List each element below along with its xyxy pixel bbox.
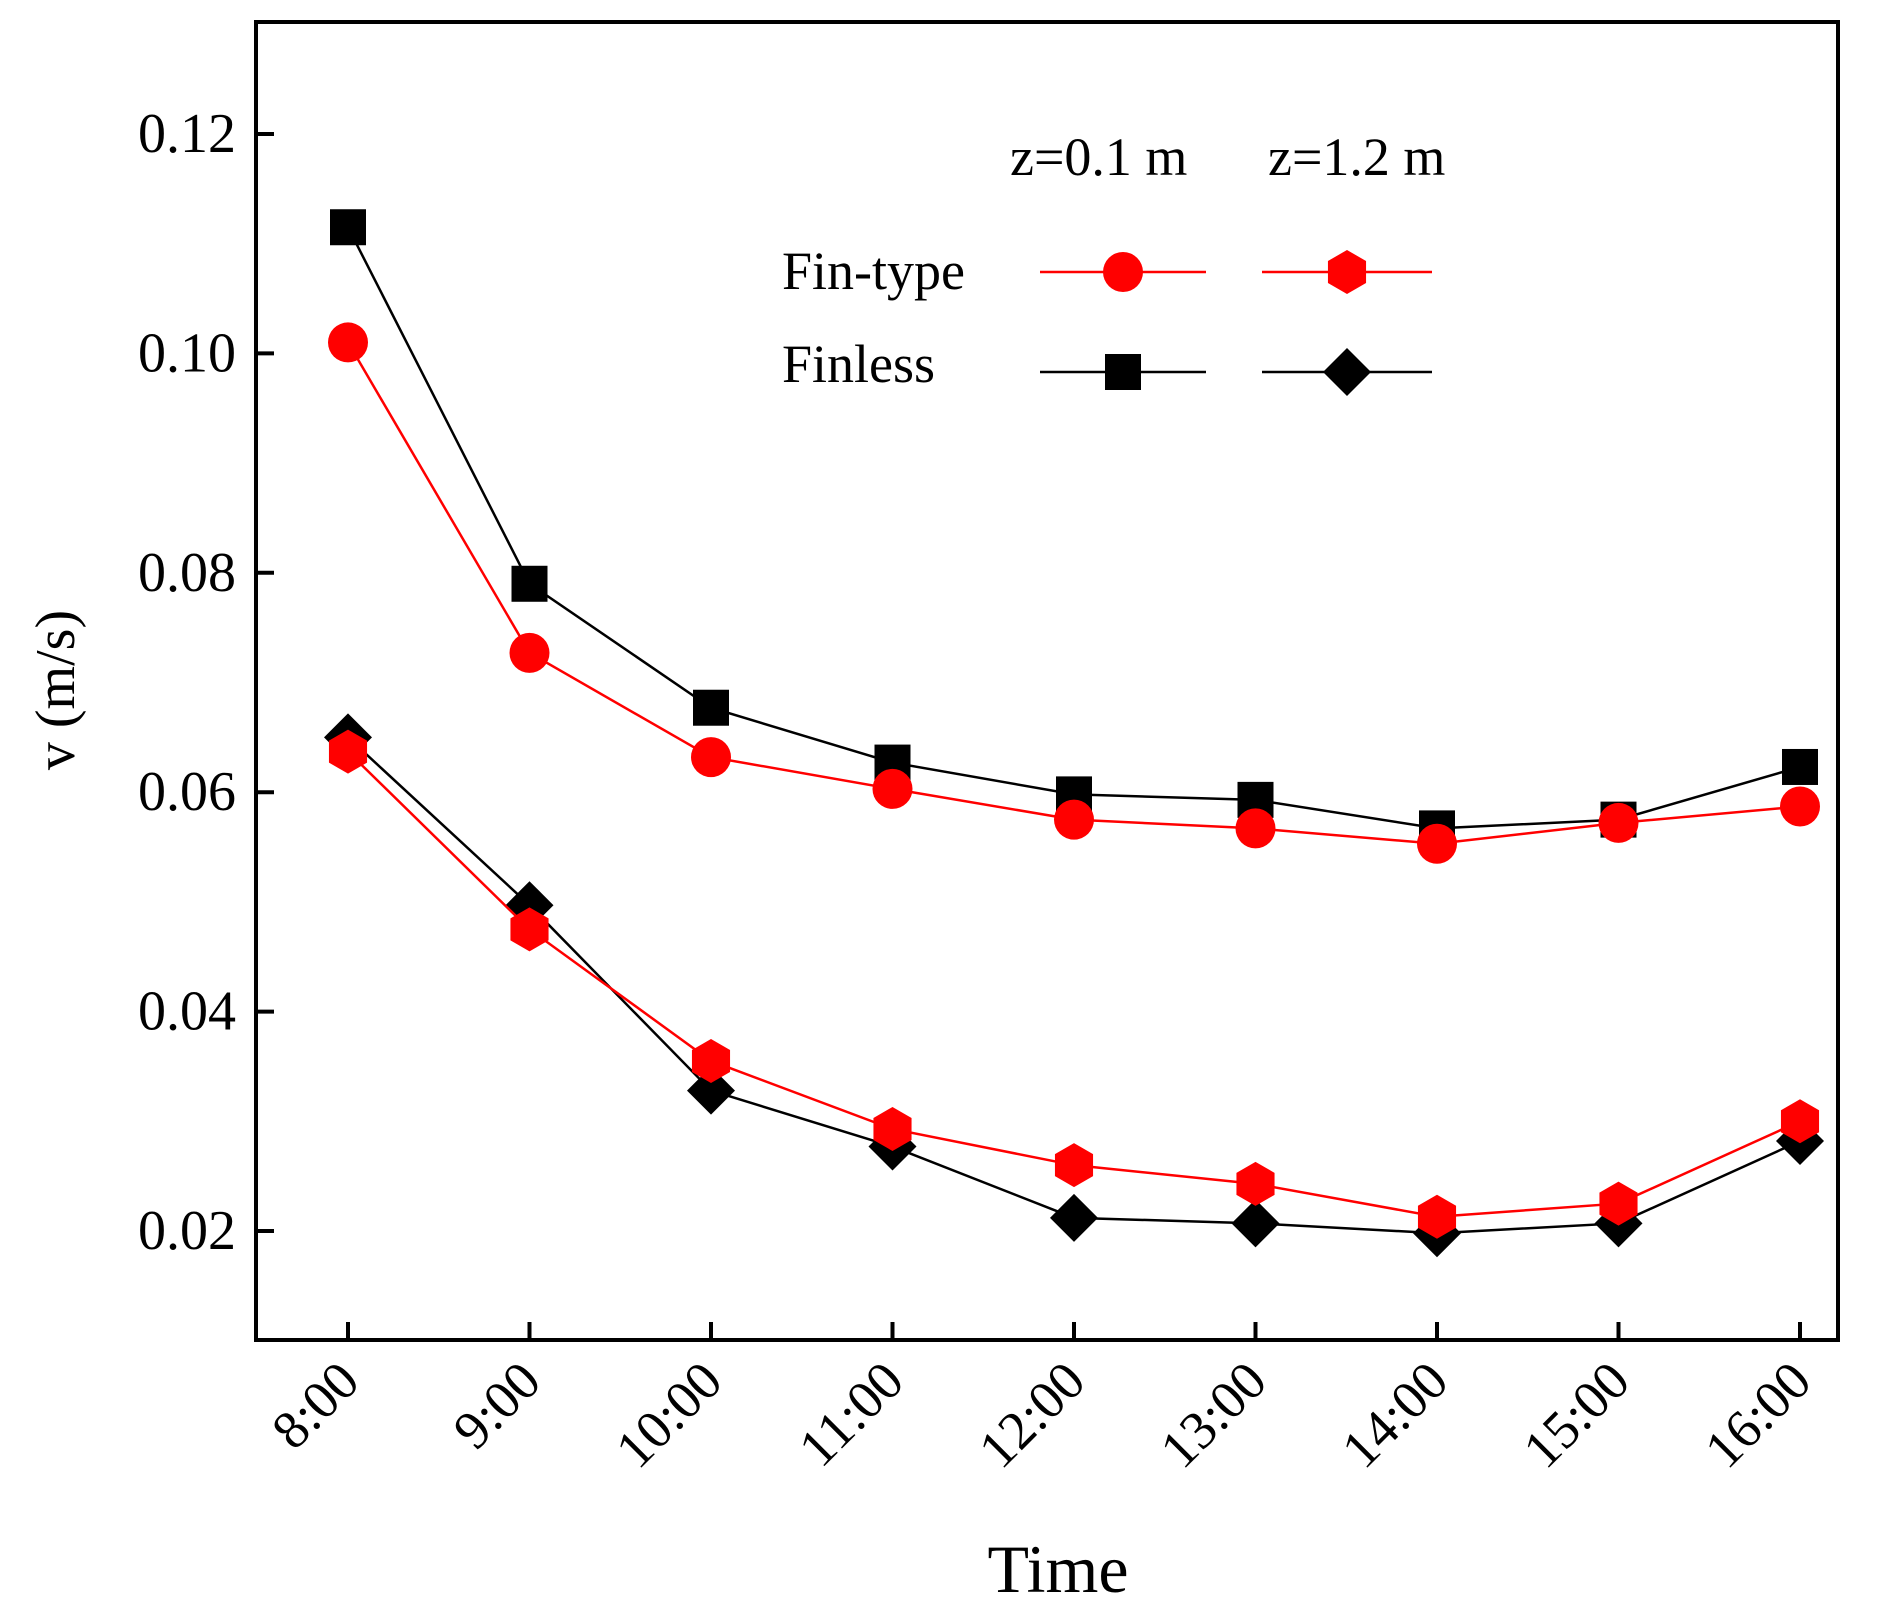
data-point-fin-type-z-0-1-m xyxy=(872,768,913,809)
series-fin-type-z-0-1-m xyxy=(328,322,1820,864)
y-tick-label: 0.06 xyxy=(138,761,236,823)
data-point-fin-type-z-1-2-m xyxy=(1599,1181,1638,1226)
data-point-fin-type-z-1-2-m xyxy=(1780,1099,1820,1144)
y-tick-label: 0.08 xyxy=(138,542,236,604)
data-point-finless-z-0-1-m xyxy=(1782,748,1818,785)
data-point-finless-z-1-2-m xyxy=(1231,1199,1280,1248)
legend-header-z-low: z=0.1 m xyxy=(1010,127,1187,187)
legend-samples xyxy=(1040,250,1432,396)
y-tick-label: 0.02 xyxy=(138,1200,236,1262)
legend-marker-fin-type-z-1-2-m xyxy=(1327,250,1367,294)
data-point-fin-type-z-0-1-m xyxy=(328,322,368,363)
data-point-fin-type-z-1-2-m xyxy=(873,1106,912,1151)
y-tick-label: 0.04 xyxy=(138,981,236,1043)
x-axis-title: Time xyxy=(987,1531,1128,1607)
data-point-fin-type-z-1-2-m xyxy=(1054,1143,1094,1188)
data-point-finless-z-1-2-m xyxy=(1050,1193,1098,1242)
y-tick-label: 0.10 xyxy=(138,322,236,384)
data-point-fin-type-z-0-1-m xyxy=(1235,808,1276,849)
data-point-fin-type-z-0-1-m xyxy=(691,737,731,778)
data-point-fin-type-z-1-2-m xyxy=(328,729,368,774)
legend-marker-finless-z-1-2-m xyxy=(1323,348,1371,396)
data-point-fin-type-z-0-1-m xyxy=(1780,786,1820,827)
series-layer xyxy=(324,209,1824,1258)
series-fin-type-z-1-2-m xyxy=(328,729,1820,1239)
data-point-finless-z-1-2-m xyxy=(687,1066,735,1115)
data-point-fin-type-z-1-2-m xyxy=(1417,1194,1457,1239)
data-point-fin-type-z-1-2-m xyxy=(1236,1161,1275,1206)
data-point-finless-z-0-1-m xyxy=(511,565,548,602)
legend-marker-finless-z-0-1-m xyxy=(1105,354,1141,390)
data-point-fin-type-z-0-1-m xyxy=(1598,802,1639,843)
legend-marker-fin-type-z-0-1-m xyxy=(1103,252,1143,292)
legend-label-finless: Finless xyxy=(782,334,935,394)
plot-frame xyxy=(254,20,1840,1342)
data-point-finless-z-0-1-m xyxy=(693,689,729,726)
data-point-fin-type-z-0-1-m xyxy=(509,632,550,673)
data-point-fin-type-z-1-2-m xyxy=(510,907,549,952)
data-point-fin-type-z-1-2-m xyxy=(691,1038,731,1083)
legend: z=0.1 m z=1.2 m Fin-type Finless xyxy=(782,127,1445,396)
data-point-fin-type-z-0-1-m xyxy=(1054,799,1094,840)
y-tick-label: 0.12 xyxy=(138,103,236,165)
legend-label-fin-type: Fin-type xyxy=(782,241,965,301)
y-axis-title: v (m/s) xyxy=(25,610,87,770)
legend-header-z-high: z=1.2 m xyxy=(1268,127,1445,187)
data-point-finless-z-0-1-m xyxy=(330,209,366,246)
y-axis: 0.02 0.04 0.06 0.08 0.10 0.12 xyxy=(138,103,274,1262)
data-point-fin-type-z-0-1-m xyxy=(1417,823,1457,864)
